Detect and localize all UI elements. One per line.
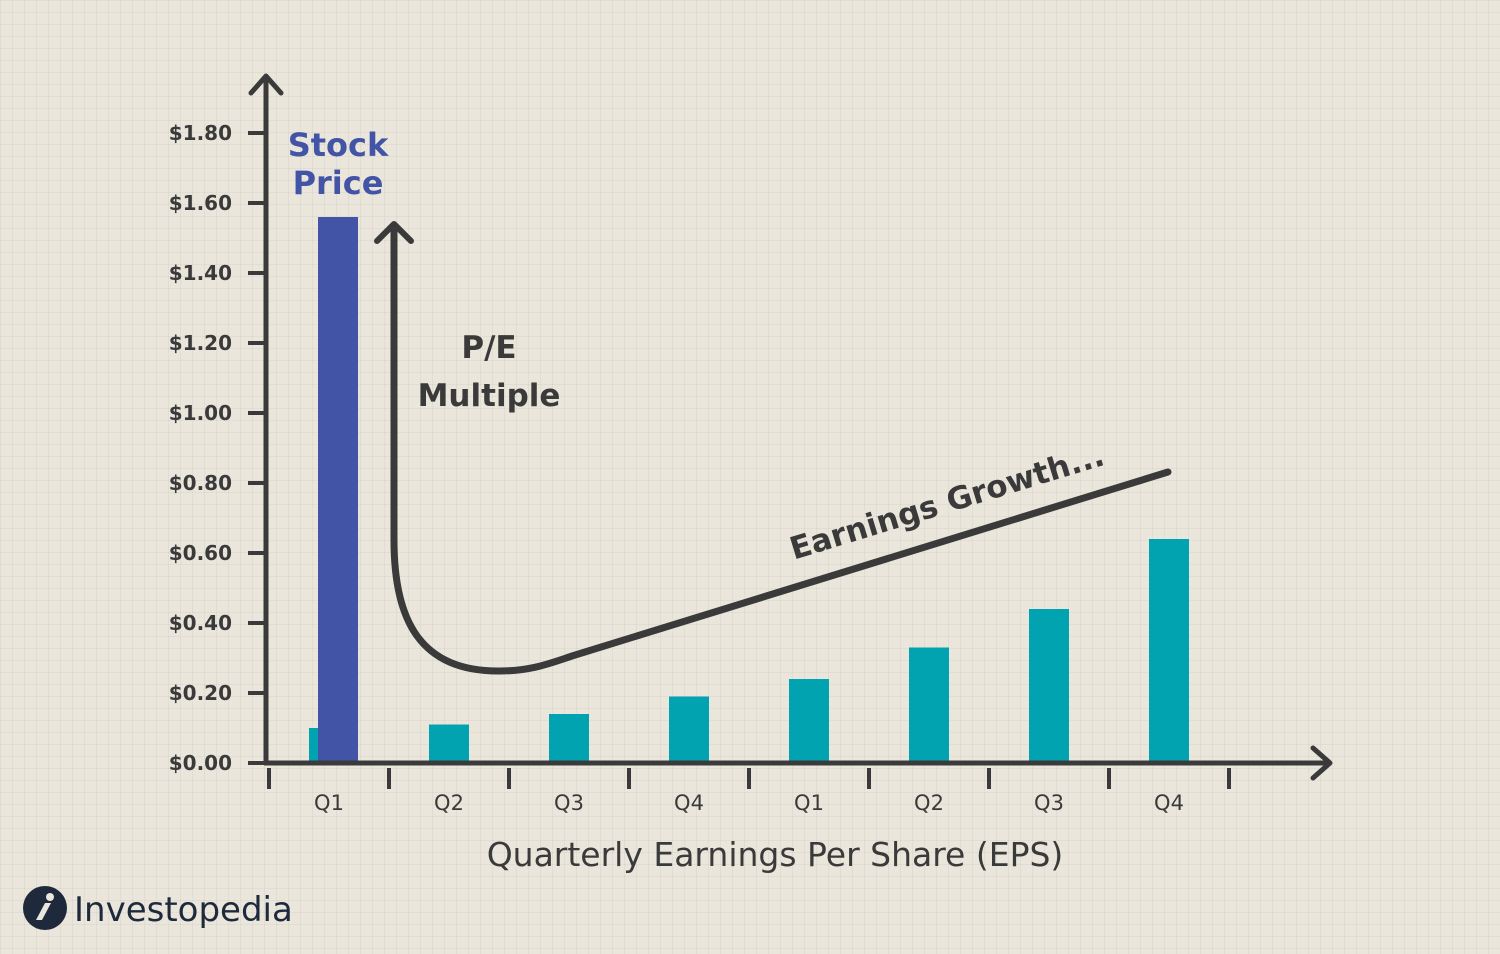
eps-bar	[549, 714, 589, 763]
x-tick-label: Q2	[914, 791, 944, 815]
x-axis-title: Quarterly Earnings Per Share (EPS)	[487, 835, 1064, 874]
eps-bar	[789, 679, 829, 763]
y-tick-label: $0.60	[169, 541, 232, 565]
y-tick-label: $1.20	[169, 331, 232, 355]
brand-name: Investopedia	[74, 890, 293, 930]
x-tick-label: Q1	[314, 791, 344, 815]
y-axis-arrowhead	[248, 73, 284, 96]
pe-multiple-label: P/E	[461, 330, 516, 366]
x-tick-label: Q4	[674, 791, 704, 815]
y-tick-label: $1.60	[169, 191, 232, 215]
x-tick-label: Q2	[434, 791, 464, 815]
y-tick-label: $0.40	[169, 611, 232, 635]
y-tick-label: $0.20	[169, 681, 232, 705]
y-tick-label: $1.80	[169, 121, 232, 145]
bars	[309, 217, 1189, 763]
stock-price-label: Stock	[288, 126, 389, 164]
x-tick-label: Q4	[1154, 791, 1184, 815]
y-ticks: $0.00 $0.20 $0.40 $0.60 $0.80 $1.00 $1.20 $1.40…	[169, 121, 266, 775]
stock-price-bar	[318, 217, 358, 763]
stock-price-label: Price	[293, 164, 384, 202]
pe-multiple-label: Multiple	[418, 378, 561, 414]
investopedia-logo-icon	[23, 886, 67, 930]
pe-arrowhead	[374, 221, 414, 244]
eps-bar	[1029, 609, 1069, 763]
x-ticks: Q1 Q2 Q3 Q4 Q1 Q2 Q3 Q4	[267, 768, 1231, 815]
x-tick-label: Q3	[1034, 791, 1064, 815]
eps-bar	[669, 696, 709, 763]
y-tick-label: $0.80	[169, 471, 232, 495]
x-tick-label: Q3	[554, 791, 584, 815]
x-tick-label: Q1	[794, 791, 824, 815]
x-axis-arrowhead	[1310, 745, 1333, 781]
eps-bar	[1149, 539, 1189, 763]
y-tick-label: $1.00	[169, 401, 232, 425]
y-tick-label: $1.40	[169, 261, 232, 285]
y-tick-label: $0.00	[169, 751, 232, 775]
eps-bar	[909, 647, 949, 763]
pe-growth-curve	[390, 228, 1172, 675]
eps-bar	[429, 724, 469, 763]
